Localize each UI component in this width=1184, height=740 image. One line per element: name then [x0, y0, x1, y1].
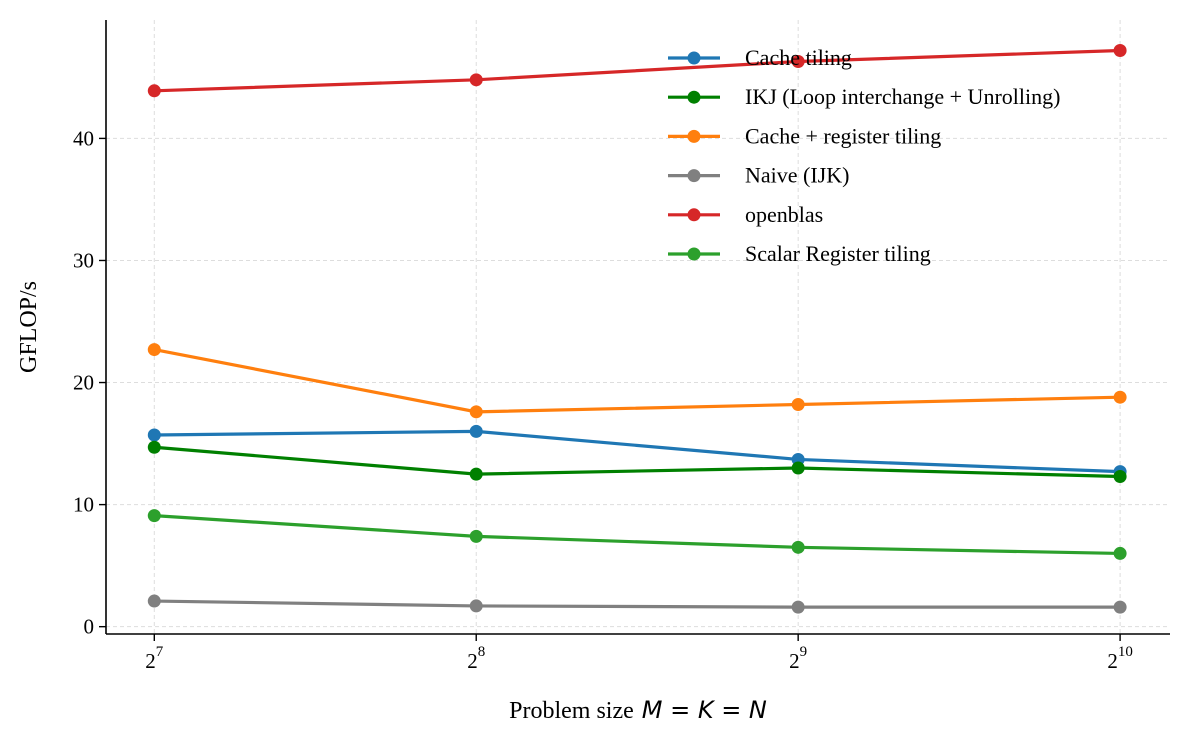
data-point: [147, 440, 161, 454]
series-line: [154, 513, 1121, 556]
x-tick-exponent: 9: [800, 644, 808, 660]
x-axis-label-text: Problem size: [509, 698, 634, 724]
x-tick-exponent: 8: [478, 644, 486, 660]
data-point: [469, 467, 483, 481]
series-scalar-register-tiling: [147, 509, 1127, 560]
series-line: [153, 348, 1121, 414]
data-point: [1113, 390, 1127, 404]
y-tick-label: 10: [73, 493, 94, 517]
data-point: [791, 398, 805, 412]
data-point: [469, 529, 483, 543]
legend-marker: [687, 51, 701, 65]
legend-label: IKJ (Loop interchange + Unrolling): [745, 84, 1060, 109]
data-point: [791, 461, 805, 475]
x-axis-label: Problem size M = K = N: [509, 696, 767, 724]
legend-label: Cache + register tiling: [745, 123, 941, 148]
data-point: [469, 405, 483, 419]
series-line: [154, 48, 1121, 93]
x-tick-base: 2: [1107, 649, 1118, 673]
x-tick-label: 29: [789, 644, 807, 673]
series-ikj-loop-interchange-unrolling-: [147, 440, 1127, 484]
legend-label: Naive (IJK): [745, 163, 849, 188]
legend-item: Cache tiling: [668, 45, 852, 70]
data-point: [1113, 546, 1127, 560]
legend-marker: [687, 169, 701, 183]
legend-marker: [687, 90, 701, 104]
y-tick-label: 0: [84, 615, 95, 639]
legend-label: Scalar Register tiling: [745, 241, 931, 266]
x-tick-exponent: 7: [156, 644, 164, 660]
data-point: [791, 540, 805, 554]
x-tick-label: 27: [145, 644, 164, 673]
x-tick-label: 210: [1107, 644, 1133, 673]
data-point: [791, 600, 805, 614]
data-point: [147, 343, 161, 357]
x-axis-label-math: M = K = N: [642, 696, 767, 724]
legend-label: Cache tiling: [745, 45, 852, 70]
legend-marker: [687, 208, 701, 222]
legend-item: IKJ (Loop interchange + Unrolling): [668, 84, 1060, 109]
series-group: [147, 44, 1127, 614]
series-line: [154, 445, 1121, 479]
y-tick-label: 20: [73, 371, 94, 395]
x-tick-label: 28: [467, 644, 485, 673]
x-tick-base: 2: [467, 649, 478, 673]
series-line: [154, 429, 1121, 474]
x-ticks: 27 28 29 210: [145, 634, 1133, 673]
x-tick-exponent: 10: [1118, 644, 1133, 660]
series-cache-register-tiling: [147, 343, 1127, 419]
legend-marker: [687, 129, 701, 143]
data-point: [469, 599, 483, 613]
legend-item: Scalar Register tiling: [668, 241, 931, 266]
x-tick-base: 2: [145, 649, 156, 673]
data-point: [147, 428, 161, 442]
data-point: [1113, 470, 1127, 484]
legend-item: Cache + register tiling: [668, 123, 941, 148]
data-point: [469, 73, 483, 87]
data-point: [147, 509, 161, 523]
legend-marker: [687, 247, 701, 261]
legend-label: openblas: [745, 202, 823, 227]
y-tick-label: 40: [73, 126, 94, 150]
legend: Cache tiling IKJ (Loop interchange + Unro…: [668, 45, 1060, 266]
y-axis-label: GFLOP/s: [16, 281, 42, 373]
legend-item: openblas: [668, 202, 823, 227]
y-ticks: 0 10 20 30 40: [73, 126, 106, 639]
data-point: [791, 55, 805, 69]
series-openblas: [147, 44, 1127, 98]
series-line: [154, 599, 1121, 609]
x-tick-base: 2: [789, 649, 800, 673]
y-tick-label: 30: [73, 248, 94, 272]
data-point: [147, 84, 161, 98]
series-naive-ijk-: [147, 594, 1127, 614]
data-point: [147, 594, 161, 608]
data-point: [1113, 44, 1127, 58]
legend-item: Naive (IJK): [668, 163, 849, 188]
data-point: [469, 424, 483, 438]
data-point: [1113, 600, 1127, 614]
